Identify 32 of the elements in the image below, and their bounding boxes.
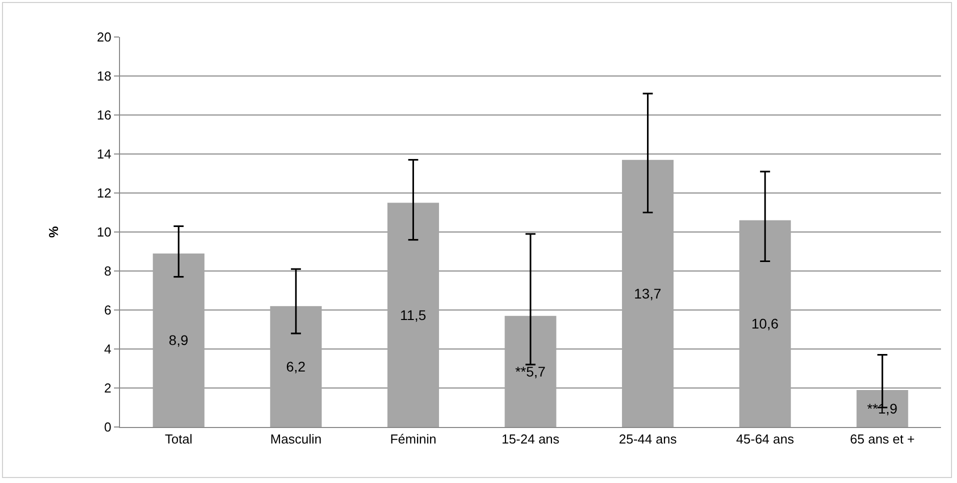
bar bbox=[387, 202, 440, 427]
data-label: 13,7 bbox=[634, 285, 662, 302]
y-tick-label: 10 bbox=[96, 224, 112, 240]
data-label: 8,9 bbox=[168, 332, 188, 348]
y-tick-label: 20 bbox=[96, 30, 112, 45]
y-tick-label: 0 bbox=[104, 420, 112, 435]
y-tick-label: 18 bbox=[96, 68, 112, 84]
bar bbox=[739, 220, 791, 427]
y-tick-label: 14 bbox=[96, 146, 112, 162]
data-label: 6,2 bbox=[286, 358, 306, 375]
x-tick-label: 65 ans et + bbox=[850, 432, 915, 447]
x-tick-label: Total bbox=[164, 432, 192, 447]
y-tick-label: 8 bbox=[104, 264, 112, 279]
data-label: 10,6 bbox=[751, 316, 779, 332]
y-tick-label: 4 bbox=[104, 342, 112, 357]
bar bbox=[270, 306, 322, 427]
data-label: **5,7 bbox=[515, 363, 546, 380]
y-axis-title: % bbox=[46, 226, 61, 238]
bar bbox=[856, 390, 908, 427]
bar bbox=[152, 253, 204, 427]
data-label: 11,5 bbox=[400, 306, 426, 323]
y-tick-label: 12 bbox=[96, 186, 112, 201]
y-tick-label: 6 bbox=[104, 302, 112, 318]
x-tick-label: 15-24 ans bbox=[502, 432, 560, 447]
x-tick-label: Masculin bbox=[270, 432, 322, 447]
y-tick-label: 2 bbox=[104, 380, 112, 396]
x-tick-label: 45-64 ans bbox=[736, 432, 794, 447]
x-tick-label: Féminin bbox=[390, 432, 436, 447]
x-tick-label: 25-44 ans bbox=[618, 432, 678, 447]
y-tick-label: 16 bbox=[96, 108, 112, 123]
bar bbox=[504, 316, 556, 427]
bar bbox=[622, 160, 674, 427]
